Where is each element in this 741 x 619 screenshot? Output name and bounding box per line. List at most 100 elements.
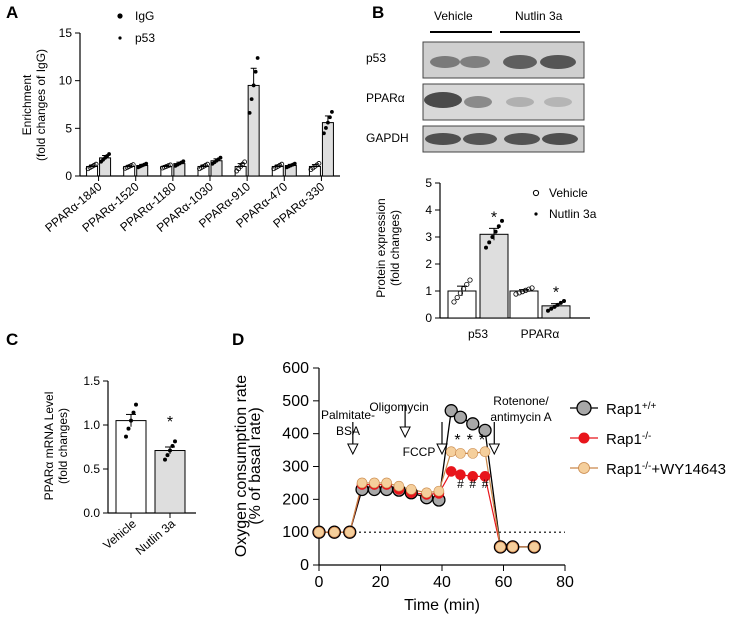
c-bar xyxy=(154,450,186,514)
b-data-point xyxy=(496,224,501,229)
blot-band-p53-3 xyxy=(503,55,537,69)
legend-label-rap1-ko: Rap1-/- xyxy=(606,431,651,449)
blot-band-p53-2 xyxy=(460,56,490,68)
b-x-tick-label: p53 xyxy=(468,327,488,341)
a-data-point xyxy=(247,110,252,115)
d-data-point xyxy=(495,541,506,553)
b-data-point xyxy=(526,286,532,292)
legend-marker-nutlin xyxy=(534,212,538,216)
panel-a-legend: IgG p53 xyxy=(117,9,155,45)
d-injection-arrowhead xyxy=(399,426,411,439)
blot-row-label-gapdh: GAPDH xyxy=(366,131,409,145)
a-y-tick-label: 5 xyxy=(65,121,72,135)
c-significance: * xyxy=(167,414,173,431)
d-data-point xyxy=(445,466,457,477)
b-data-point xyxy=(516,290,522,296)
b-y-tick-label: 5 xyxy=(425,176,432,190)
panel-b-chart: 0 1 2 3 4 5 Protein expression(fold changes) p5… xyxy=(374,176,597,341)
c-data-point xyxy=(168,448,172,453)
d-significance-hash: # xyxy=(457,477,464,491)
b-data-point xyxy=(522,287,529,293)
a-data-point xyxy=(328,115,332,120)
d-significance-hash: # xyxy=(482,477,489,491)
d-y-tick-label: 100 xyxy=(282,524,309,541)
blot-band-gapdh-4 xyxy=(542,133,578,145)
blot-row-label-p53: p53 xyxy=(366,51,386,65)
c-data-point xyxy=(131,410,136,415)
d-x-tick-label: 40 xyxy=(433,574,451,591)
legend-marker-rap1-wt xyxy=(576,400,592,416)
blot-group-nutlin: Nutlin 3a xyxy=(515,9,563,23)
a-y-tick-label: 0 xyxy=(65,169,72,183)
blot-band-gapdh-1 xyxy=(425,133,461,145)
panel-b-legend: Vehicle Nutlin 3a xyxy=(532,186,597,221)
blot-band-ppara-3 xyxy=(506,97,534,107)
b-data-point xyxy=(552,304,557,309)
blot-band-gapdh-2 xyxy=(463,133,497,145)
d-x-axis-label: Time (min) xyxy=(404,597,480,614)
d-data-point xyxy=(381,477,392,489)
b-data-point xyxy=(519,289,526,295)
d-data-point xyxy=(405,484,417,495)
c-bar xyxy=(115,420,147,514)
legend-label-nutlin: Nutlin 3a xyxy=(549,207,597,221)
legend-marker-p53 xyxy=(118,36,122,40)
panel-c-chart: 0.0 0.5 1.0 1.5 PPARα mRNA Level(fold change… xyxy=(42,374,196,558)
c-data-point xyxy=(124,434,128,439)
panel-d-lines: * # * # * # xyxy=(312,404,541,554)
b-data-point xyxy=(499,218,504,223)
d-x-tick-label: 80 xyxy=(556,574,574,591)
b-data-point xyxy=(451,299,457,305)
d-data-point xyxy=(455,448,466,459)
blot-band-p53-1 xyxy=(430,56,460,68)
c-data-point xyxy=(129,418,133,423)
d-data-point xyxy=(466,417,480,431)
b-data-point xyxy=(483,245,488,250)
blot-band-gapdh-3 xyxy=(504,133,540,145)
d-injection-label: Palmitate- xyxy=(321,408,375,422)
d-significance-star: * xyxy=(467,432,473,449)
a-data-point xyxy=(218,155,223,160)
d-data-point xyxy=(479,471,491,482)
a-data-point xyxy=(316,161,322,166)
d-data-point xyxy=(528,541,540,553)
d-data-point xyxy=(467,471,479,482)
panel-label-a: A xyxy=(6,3,18,22)
legend-marker-rap1-ko xyxy=(578,432,590,444)
a-data-point xyxy=(330,110,334,114)
a-data-point xyxy=(144,161,149,166)
a-y-tick-label: 10 xyxy=(59,74,73,88)
b-data-point xyxy=(529,285,535,291)
b-y-axis-label: Protein expression(fold changes) xyxy=(374,198,402,297)
legend-marker-igg xyxy=(117,13,123,19)
d-data-point xyxy=(433,485,445,497)
d-data-point xyxy=(344,526,356,538)
b-data-point xyxy=(490,234,495,239)
d-injection-label: FCCP xyxy=(403,445,436,459)
d-y-tick-label: 500 xyxy=(282,393,309,410)
c-data-point xyxy=(165,453,170,458)
legend-marker-vehicle xyxy=(532,189,540,197)
c-data-point xyxy=(170,443,175,448)
b-data-point xyxy=(555,302,560,307)
d-significance-star: * xyxy=(454,432,460,449)
c-y-tick-label: 1.5 xyxy=(83,374,100,388)
legend-label-vehicle: Vehicle xyxy=(549,186,588,200)
b-data-point xyxy=(558,300,563,305)
c-data-point xyxy=(173,439,177,444)
b-significance: * xyxy=(491,209,497,226)
panel-label-b: B xyxy=(372,3,384,22)
panel-b-blot: Vehicle Nutlin 3a p53 PPARα GAPDH xyxy=(366,9,585,153)
c-data-point xyxy=(126,426,131,431)
panel-d-chart: 0 100 200 300 400 500 600 0 20 40 60 80 Time (min) Ox… xyxy=(233,360,726,614)
a-data-point xyxy=(322,131,326,136)
panel-d-axes: 0 100 200 300 400 500 600 0 20 40 60 80 Time (min) Ox… xyxy=(233,360,574,614)
d-injection-arrowhead xyxy=(347,443,359,456)
d-y-tick-label: 300 xyxy=(282,459,309,476)
a-data-point xyxy=(107,152,111,156)
b-significance: * xyxy=(553,285,559,302)
blot-band-p53-4 xyxy=(540,55,576,69)
b-data-point xyxy=(513,291,519,297)
